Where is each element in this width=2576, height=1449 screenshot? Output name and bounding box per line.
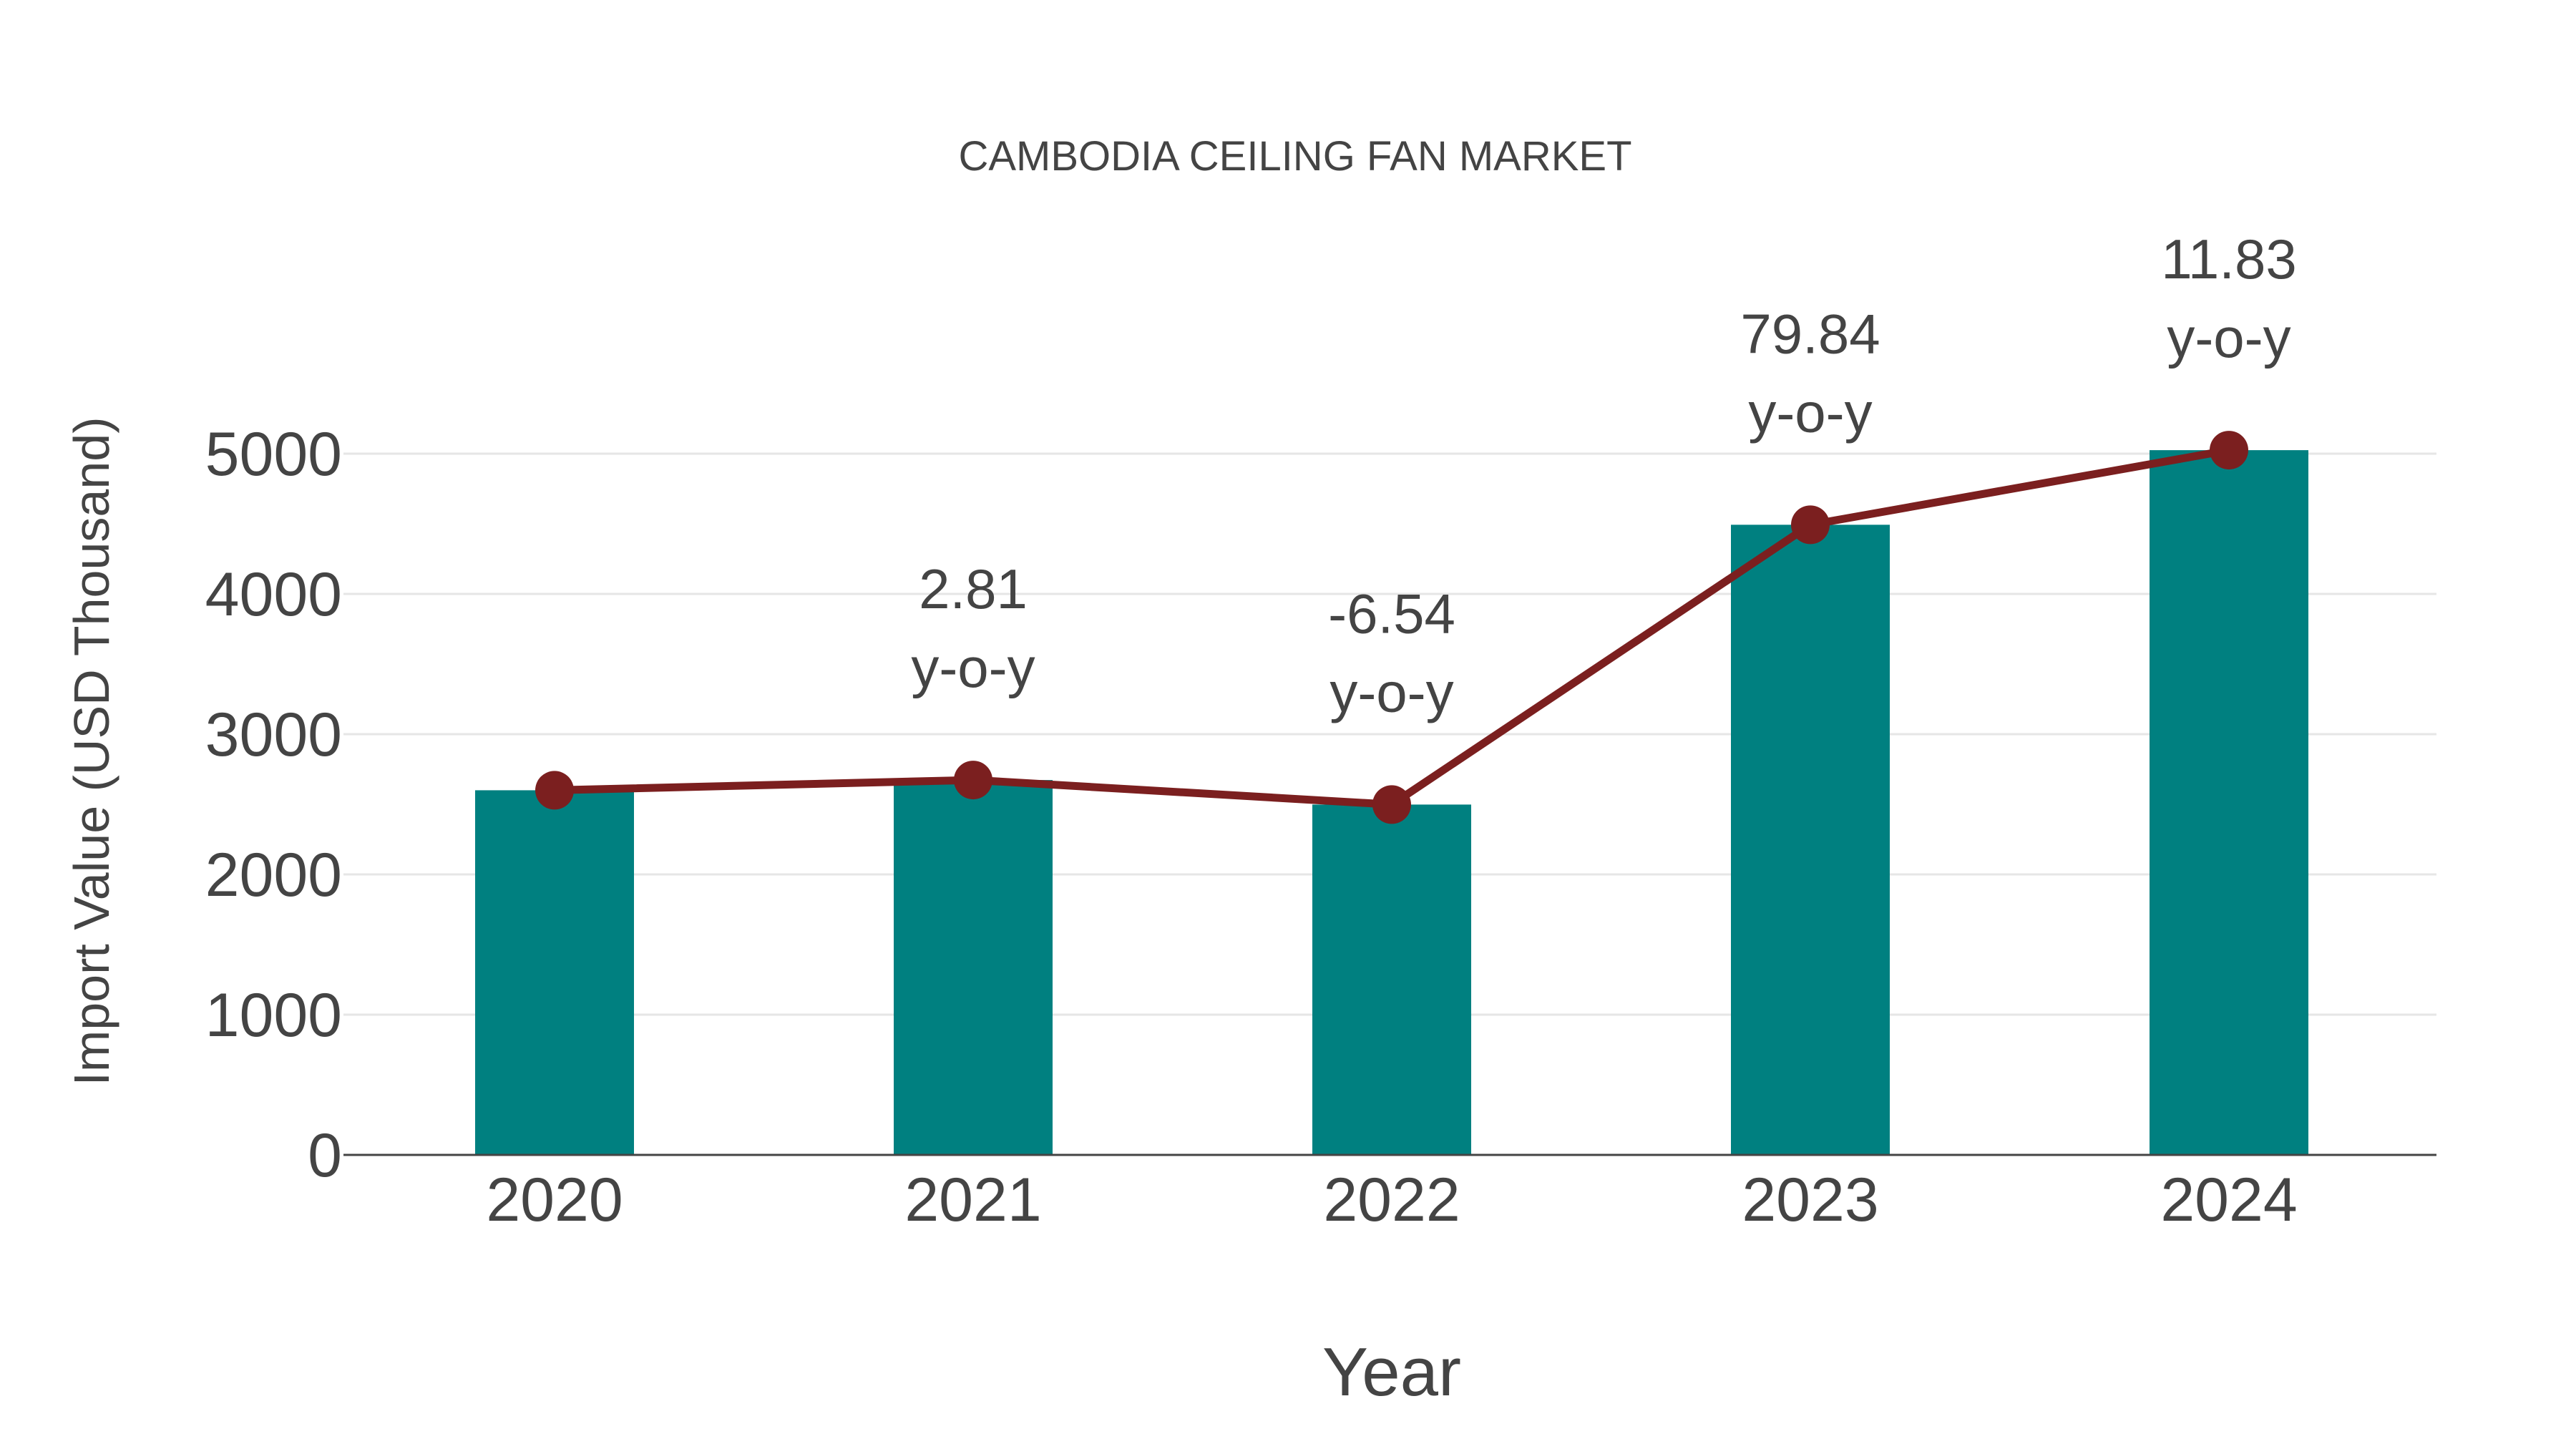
y-axis-title: Import Value (USD Thousand) — [64, 416, 119, 1085]
y-tick-labels: 0 1000 2000 3000 4000 5000 — [205, 420, 342, 1190]
bar-2022 — [1312, 804, 1471, 1155]
chart-title: CAMBODIA CEILING FAN MARKET — [958, 133, 1631, 180]
bar-2020 — [475, 790, 634, 1155]
y-tick-label: 5000 — [205, 420, 342, 489]
x-tick-label: 2023 — [1742, 1166, 1878, 1234]
trend-marker — [1791, 505, 1830, 545]
trend-marker — [535, 771, 574, 810]
bar-2024 — [2150, 450, 2308, 1155]
yoy-value: 79.84 — [1740, 302, 1880, 365]
y-tick-label: 3000 — [205, 701, 342, 769]
bar-2021 — [894, 780, 1053, 1155]
x-tick-label: 2021 — [904, 1166, 1041, 1234]
yoy-annotations: 2.81 y-o-y -6.54 y-o-y 79.84 y-o-y 11.83 y-o-y — [911, 228, 2296, 723]
trend-marker — [2210, 431, 2248, 470]
y-tick-label: 2000 — [205, 841, 342, 909]
y-tick-label: 1000 — [205, 981, 342, 1050]
yoy-label: y-o-y — [1748, 381, 1872, 444]
x-tick-label: 2022 — [1323, 1166, 1460, 1234]
yoy-label: y-o-y — [2167, 306, 2290, 369]
y-tick-label: 4000 — [205, 560, 342, 629]
yoy-value: -6.54 — [1328, 582, 1455, 645]
x-tick-label: 2020 — [486, 1166, 623, 1234]
yoy-label: y-o-y — [1330, 660, 1453, 723]
bar-2023 — [1731, 525, 1890, 1155]
trend-line — [535, 431, 2248, 824]
gridlines — [343, 452, 2436, 1016]
x-axis-title: Year — [1322, 1334, 1461, 1410]
yoy-label: y-o-y — [911, 636, 1035, 699]
trend-marker — [954, 761, 992, 800]
y-tick-label: 0 — [308, 1121, 342, 1190]
x-tick-label: 2024 — [2160, 1166, 2297, 1234]
yoy-value: 11.83 — [2161, 228, 2296, 291]
trend-marker — [1372, 785, 1411, 824]
x-tick-labels: 2020 2021 2022 2023 2024 — [486, 1166, 2297, 1234]
bars — [475, 450, 2308, 1155]
yoy-value: 2.81 — [919, 557, 1028, 620]
